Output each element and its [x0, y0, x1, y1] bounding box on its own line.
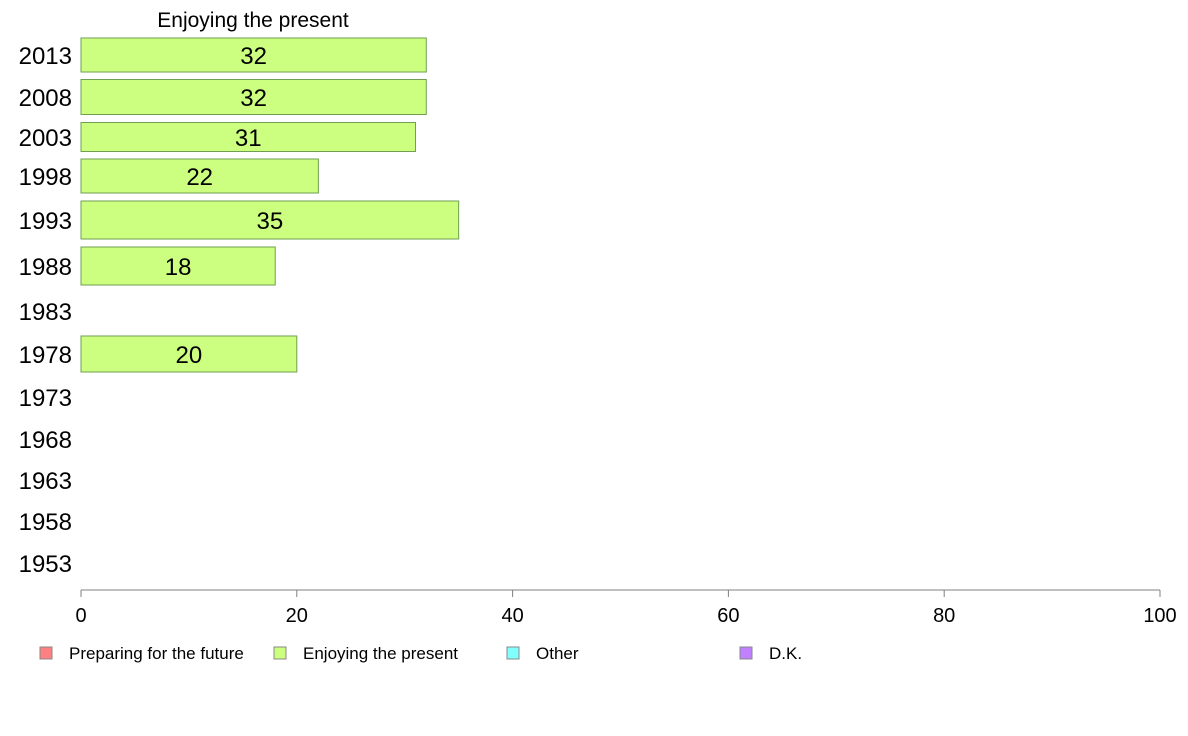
data-label-1978: 20 — [176, 342, 203, 369]
legend-label-2: Other — [536, 644, 579, 663]
x-tick-label-20: 20 — [286, 605, 308, 627]
chart-title: Enjoying the present — [157, 9, 349, 32]
bar-2008 — [80, 79, 427, 115]
legend-swatch-3 — [739, 646, 753, 660]
data-label-2008: 32 — [240, 85, 267, 112]
bar-1993 — [80, 200, 460, 240]
x-axis: 0 20 40 60 80 100 — [75, 589, 1177, 627]
x-tick-label-0: 0 — [75, 605, 86, 627]
legend-swatch-1 — [273, 646, 287, 660]
category-label-1983: 1983 — [19, 299, 72, 326]
x-tick-label-100: 100 — [1143, 605, 1176, 627]
category-label-1988: 1988 — [19, 254, 72, 281]
category-label-1993: 1993 — [19, 208, 72, 235]
bar-2003 — [80, 122, 416, 152]
data-label-2013: 32 — [240, 43, 267, 70]
category-label-2008: 2008 — [19, 85, 72, 112]
legend-label-3: D.K. — [769, 644, 802, 663]
legend: Preparing for the future Enjoying the pre… — [39, 644, 802, 663]
legend-label-0: Preparing for the future — [69, 644, 244, 663]
bar-1988 — [80, 246, 276, 286]
category-label-1953: 1953 — [19, 551, 72, 578]
category-label-1978: 1978 — [19, 342, 72, 369]
category-label-1968: 1968 — [19, 427, 72, 454]
data-label-1988: 18 — [165, 254, 192, 281]
data-label-1998: 22 — [186, 164, 213, 191]
category-label-2013: 2013 — [19, 43, 72, 70]
x-tick-label-60: 60 — [717, 605, 739, 627]
bar-2013 — [80, 37, 427, 73]
data-label-2003: 31 — [235, 125, 262, 152]
bar-1998 — [80, 158, 319, 194]
x-tick-label-40: 40 — [501, 605, 523, 627]
bar-1978 — [80, 335, 298, 373]
legend-label-1: Enjoying the present — [303, 644, 458, 663]
category-label-1958: 1958 — [19, 509, 72, 536]
category-labels: 2013 2008 2003 1998 1993 1988 1983 1978 1973 1968… — [19, 43, 72, 578]
x-tick-label-80: 80 — [933, 605, 955, 627]
legend-swatch-0 — [39, 646, 53, 660]
category-label-1973: 1973 — [19, 385, 72, 412]
category-label-2003: 2003 — [19, 125, 72, 152]
category-label-1963: 1963 — [19, 468, 72, 495]
category-label-1998: 1998 — [19, 164, 72, 191]
data-label-1993: 35 — [256, 208, 283, 235]
bars-group: 32 32 31 22 35 18 20 — [80, 37, 460, 373]
legend-swatch-2 — [506, 646, 520, 660]
